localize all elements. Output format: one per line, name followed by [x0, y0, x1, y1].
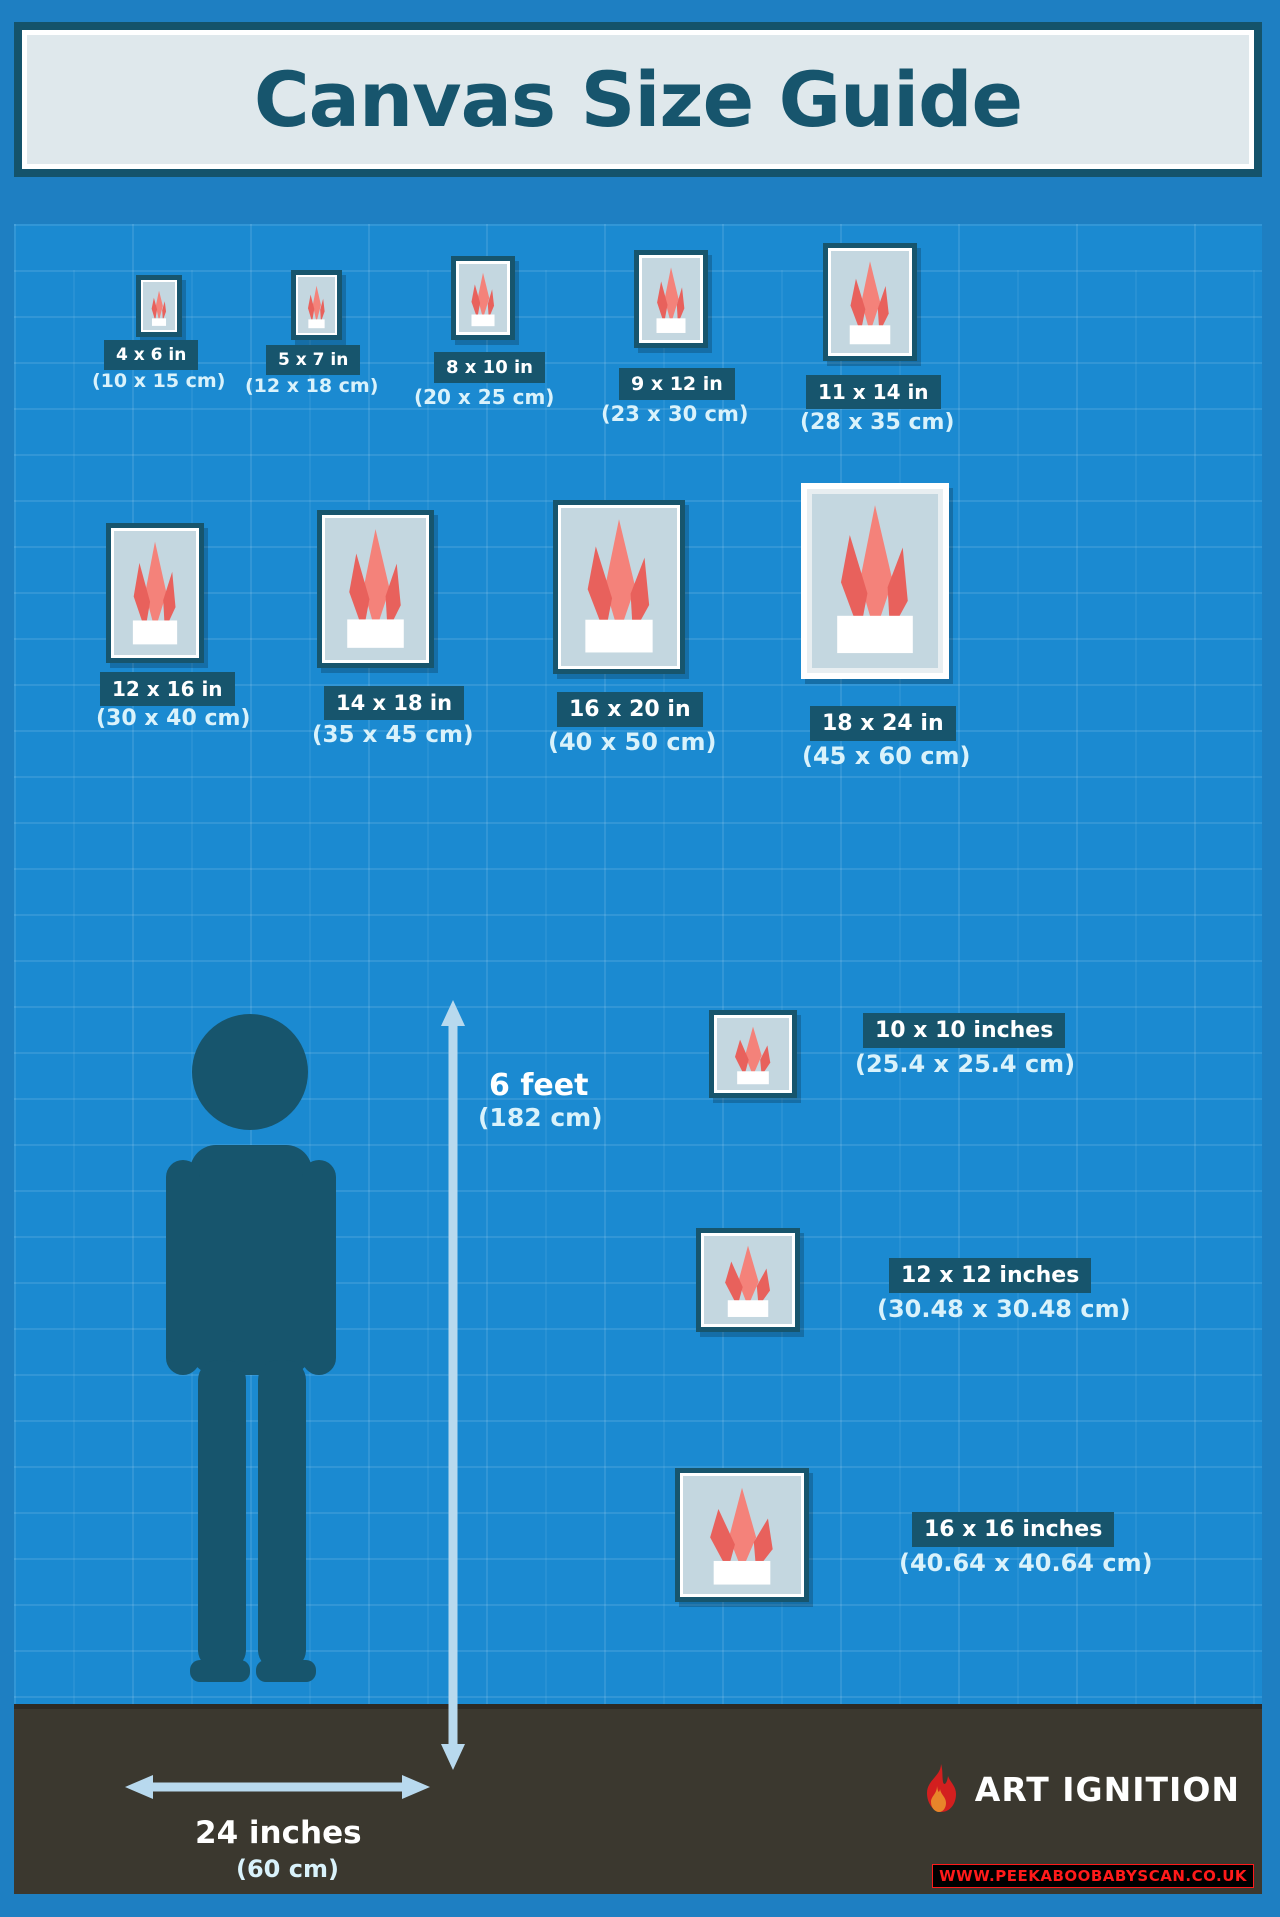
page-title: Canvas Size Guide [253, 55, 1023, 144]
canvas-mat [807, 489, 943, 673]
plant-artwork-icon [307, 285, 325, 329]
label-size-cm: (20 x 25 cm) [414, 385, 555, 409]
plant-artwork-icon [656, 267, 686, 333]
label-size-inches: 16 x 20 in [557, 692, 703, 727]
canvas-mat [828, 248, 912, 356]
label-size-inches: 10 x 10 inches [863, 1013, 1066, 1048]
canvas-mat [296, 275, 337, 335]
canvas-frame-12x16[interactable] [106, 523, 204, 663]
brick-wall-background [14, 224, 1262, 1704]
label-size-inches: 8 x 10 in [434, 352, 545, 383]
label-size-inches: 12 x 12 inches [889, 1258, 1092, 1293]
canvas-frame-18x24[interactable] [801, 483, 949, 679]
canvas-mat [322, 515, 429, 663]
label-size-cm: (40.64 x 40.64 cm) [899, 1549, 1153, 1577]
title-banner: Canvas Size Guide [14, 22, 1262, 177]
canvas-frame-9x12[interactable] [634, 250, 708, 348]
label-size-inches: 11 x 14 in [806, 375, 941, 409]
plant-artwork-icon [132, 541, 178, 645]
brand-logo: ART IGNITION [917, 1762, 1240, 1816]
label-size-cm: (45 x 60 cm) [802, 742, 971, 770]
canvas-frame-12x12[interactable] [696, 1228, 800, 1332]
canvas-frame-5x7[interactable] [291, 270, 342, 340]
plant-artwork-icon [471, 272, 495, 327]
label-size-cm: (12 x 18 cm) [245, 375, 379, 397]
canvas-frame-14x18[interactable] [317, 510, 434, 668]
canvas-frame-4x6[interactable] [136, 275, 182, 337]
canvas-mat [111, 528, 199, 658]
plant-artwork-icon [710, 1487, 773, 1585]
label-size-cm: (10 x 15 cm) [92, 370, 226, 392]
brand-name: ART IGNITION [974, 1769, 1240, 1809]
label-size-cm: (40 x 50 cm) [548, 728, 717, 756]
plant-artwork-icon [725, 1245, 770, 1317]
canvas-mat [701, 1233, 795, 1327]
flame-icon [926, 1764, 956, 1812]
canvas-mat [456, 261, 510, 335]
label-size-inches: 5 x 7 in [266, 345, 361, 375]
label-size-cm: (35 x 45 cm) [312, 722, 474, 748]
plant-artwork-icon [151, 290, 167, 326]
plant-artwork-icon [735, 1026, 771, 1085]
label-size-inches: 18 x 24 in [810, 706, 956, 741]
label-size-inches: 4 x 6 in [104, 340, 199, 370]
watermark: WWW.PEEKABOOBABYSCAN.CO.UK [932, 1864, 1254, 1888]
label-size-inches: 14 x 18 in [324, 686, 465, 720]
person-silhouette [166, 1014, 336, 1682]
canvas-mat [558, 505, 680, 669]
canvas-mat [680, 1473, 804, 1597]
label-size-inches: 16 x 16 inches [912, 1512, 1115, 1547]
label-size-cm: (25.4 x 25.4 cm) [855, 1050, 1076, 1078]
label-size-inches: 9 x 12 in [619, 368, 735, 400]
canvas-mat [714, 1015, 792, 1093]
canvas-frame-10x10[interactable] [709, 1010, 797, 1098]
plant-artwork-icon [347, 529, 404, 648]
height-dimension-arrow [441, 1000, 465, 1770]
label-size-cm: (23 x 30 cm) [601, 402, 749, 426]
width-sublabel: (60 cm) [236, 1855, 339, 1883]
canvas-mat [141, 280, 177, 332]
width-dimension-arrow [125, 1775, 430, 1799]
label-size-cm: (30.48 x 30.48 cm) [877, 1295, 1131, 1323]
canvas-mat [639, 255, 703, 343]
canvas-frame-16x20[interactable] [553, 500, 685, 674]
label-size-cm: (28 x 35 cm) [800, 410, 955, 435]
plant-artwork-icon [585, 519, 653, 653]
canvas-frame-8x10[interactable] [451, 256, 515, 340]
floor: ART IGNITION WWW.PEEKABOOBABYSCAN.CO.UK [14, 1704, 1262, 1894]
height-sublabel: (182 cm) [478, 1103, 603, 1132]
floor-edge [14, 1704, 1262, 1709]
height-label: 6 feet [489, 1068, 589, 1103]
plant-artwork-icon [849, 261, 891, 345]
label-size-inches: 12 x 16 in [100, 672, 235, 706]
label-size-cm: (30 x 40 cm) [96, 706, 251, 731]
title-inner: Canvas Size Guide [22, 30, 1254, 169]
width-label: 24 inches [195, 1815, 362, 1851]
canvas-frame-11x14[interactable] [823, 243, 917, 361]
plant-artwork-icon [837, 505, 913, 654]
canvas-frame-16x16[interactable] [675, 1468, 809, 1602]
